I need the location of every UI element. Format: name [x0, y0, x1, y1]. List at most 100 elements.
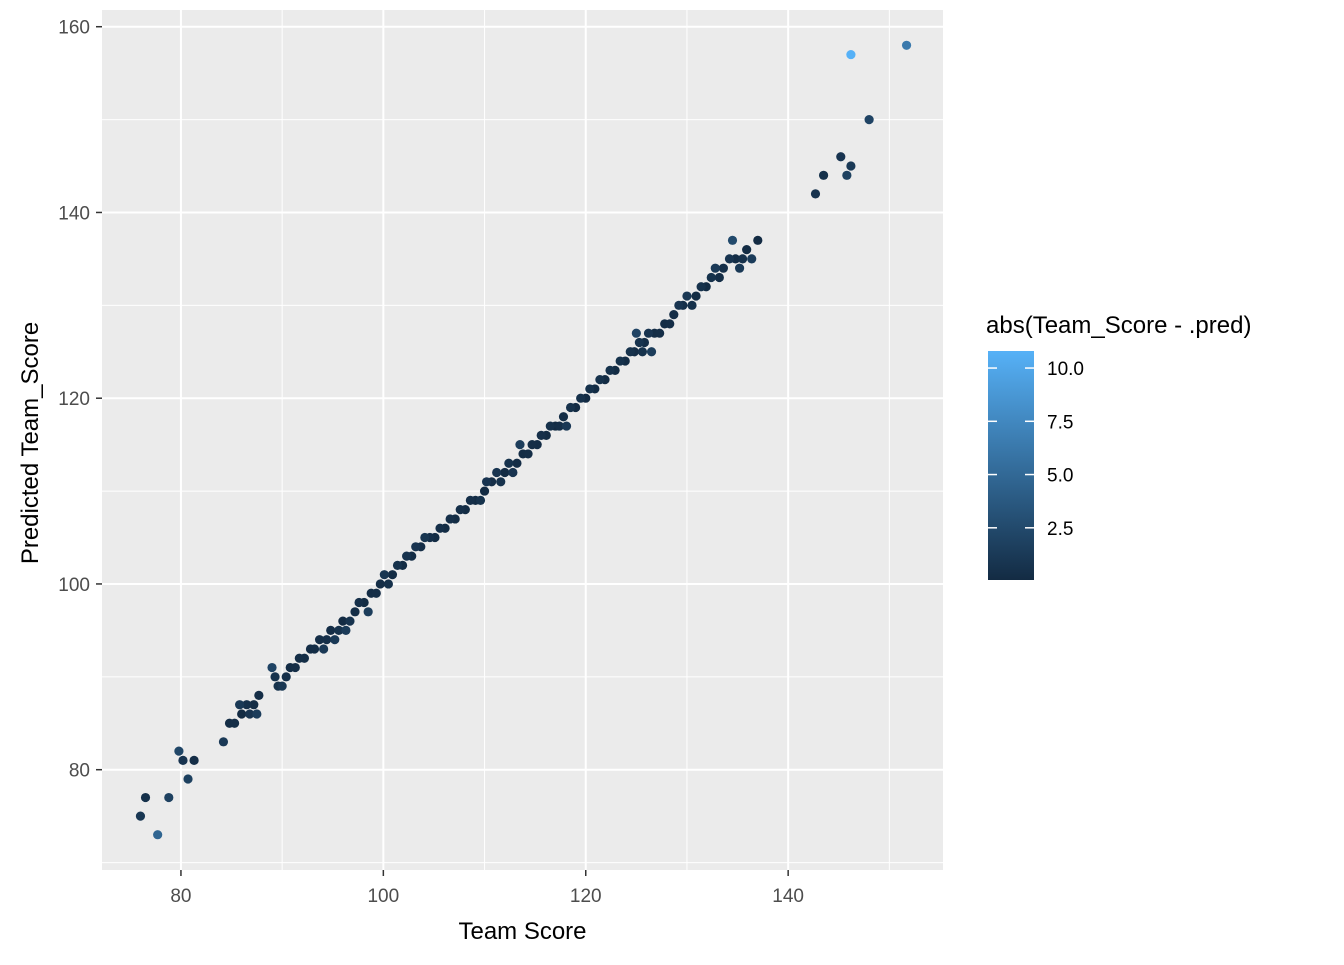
data-point	[536, 430, 546, 440]
y-tick-label: 100	[58, 575, 90, 596]
data-point	[479, 486, 490, 496]
color-legend: abs(Team_Score - .pred) 10.0 7.5 5.0 2.5	[986, 312, 1251, 580]
data-point	[383, 579, 394, 589]
data-point	[183, 774, 193, 784]
data-point	[153, 830, 163, 840]
axis-ticks	[96, 25, 789, 876]
y-tick-label: 120	[58, 389, 90, 410]
data-point	[455, 505, 465, 515]
data-point	[631, 328, 641, 338]
data-point	[718, 263, 728, 273]
data-point	[174, 746, 184, 756]
data-point	[696, 282, 706, 292]
data-point	[363, 607, 373, 617]
data-point	[229, 718, 240, 728]
data-point	[554, 421, 565, 431]
legend-break-label: 5.0	[1047, 466, 1073, 487]
legend-colorbar	[988, 351, 1034, 580]
data-point	[625, 347, 635, 357]
data-point	[846, 49, 856, 60]
data-point	[294, 653, 304, 663]
data-point	[810, 189, 821, 199]
data-point	[338, 616, 348, 626]
y-tick-label: 160	[58, 18, 90, 39]
data-point	[691, 291, 701, 301]
data-point	[218, 737, 229, 747]
major-gridlines	[102, 10, 943, 870]
data-point	[375, 579, 385, 589]
data-point	[322, 635, 332, 645]
data-point	[314, 635, 325, 645]
data-point	[445, 514, 455, 524]
data-point	[734, 263, 745, 273]
data-point	[634, 337, 644, 348]
data-point	[846, 161, 856, 171]
legend-labels: 10.0 7.5 5.0 2.5	[1047, 359, 1084, 540]
data-point	[354, 597, 364, 608]
data-point	[753, 235, 763, 245]
data-point	[515, 440, 525, 450]
data-point	[714, 272, 724, 283]
data-point	[178, 755, 188, 766]
data-point	[527, 440, 537, 450]
data-point	[411, 542, 421, 552]
data-point	[512, 458, 522, 468]
legend-break-label: 2.5	[1047, 519, 1073, 540]
data-point	[237, 709, 247, 719]
data-point	[319, 644, 329, 654]
data-point	[558, 412, 569, 422]
data-point	[334, 625, 344, 635]
data-point	[646, 347, 657, 357]
data-point	[496, 477, 506, 487]
data-point	[669, 310, 679, 320]
data-point	[341, 625, 351, 635]
plot-panel	[102, 10, 943, 870]
data-point	[565, 402, 576, 413]
data-point	[326, 625, 336, 635]
data-point	[508, 467, 518, 478]
data-point	[724, 254, 735, 264]
data-point	[270, 672, 280, 682]
data-point	[643, 328, 654, 338]
legend-break-label: 10.0	[1047, 359, 1084, 380]
y-tick-label: 140	[58, 203, 90, 224]
data-point	[576, 393, 586, 403]
data-point	[252, 709, 262, 719]
data-point	[727, 235, 738, 245]
data-point	[655, 328, 665, 338]
data-point	[595, 375, 605, 385]
data-points	[135, 40, 912, 840]
data-point	[242, 700, 252, 710]
minor-gridlines	[102, 10, 943, 870]
data-point	[245, 709, 255, 719]
data-point	[402, 551, 412, 561]
data-point	[350, 607, 360, 617]
data-point	[309, 644, 320, 654]
data-point	[687, 300, 697, 310]
x-tick-labels: 80 100 120 140	[170, 886, 804, 907]
y-tick-labels: 80 100 120 140 160	[58, 18, 90, 782]
data-point	[500, 467, 510, 478]
data-point	[523, 449, 533, 459]
data-point	[818, 170, 829, 180]
data-point	[665, 319, 675, 329]
data-point	[901, 40, 912, 50]
y-axis-title: Predicted Team_Score	[17, 322, 44, 564]
data-point	[682, 291, 692, 301]
x-tick-label: 140	[772, 886, 804, 907]
data-point	[545, 421, 555, 431]
legend-ticks	[988, 367, 1034, 529]
data-point	[605, 365, 615, 375]
data-point	[345, 616, 355, 626]
data-point	[371, 588, 381, 598]
data-point	[492, 467, 502, 478]
data-point	[842, 170, 852, 180]
data-point	[674, 300, 684, 310]
data-point	[267, 662, 277, 673]
data-point	[379, 570, 389, 580]
data-point	[615, 356, 625, 366]
data-point	[585, 384, 595, 394]
data-point	[747, 254, 757, 264]
data-point	[140, 792, 151, 803]
